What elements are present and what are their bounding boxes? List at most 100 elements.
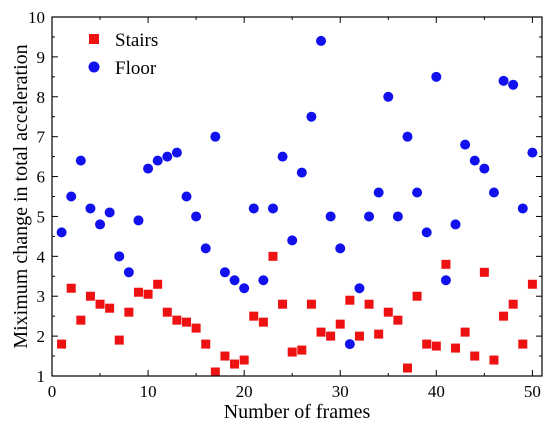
point-stairs-38 bbox=[412, 291, 422, 301]
point-stairs-35 bbox=[383, 307, 393, 317]
point-stairs-14 bbox=[182, 317, 192, 327]
ticks-layer: 0 10 20 30 40 50 1 2 3 4 5 6 7 8 9 10 bbox=[28, 8, 542, 401]
point-floor-45 bbox=[479, 163, 490, 174]
point-stairs-39 bbox=[422, 339, 432, 349]
point-stairs-19 bbox=[230, 359, 240, 369]
point-stairs-8 bbox=[124, 307, 134, 317]
y-tick-label: 9 bbox=[37, 48, 46, 67]
point-floor-30 bbox=[335, 243, 346, 254]
point-floor-18 bbox=[219, 267, 230, 278]
point-floor-6 bbox=[104, 207, 115, 218]
point-stairs-46 bbox=[489, 355, 499, 365]
x-axis-label: Number of frames bbox=[224, 401, 371, 423]
point-floor-33 bbox=[364, 211, 375, 222]
point-stairs-49 bbox=[518, 339, 528, 349]
x-tick-label: 50 bbox=[524, 382, 541, 401]
point-floor-9 bbox=[133, 215, 144, 226]
point-stairs-21 bbox=[249, 311, 259, 321]
point-floor-4 bbox=[85, 203, 96, 214]
point-floor-37 bbox=[402, 131, 413, 142]
point-floor-17 bbox=[210, 131, 221, 142]
point-stairs-40 bbox=[431, 341, 441, 351]
point-stairs-42 bbox=[451, 343, 461, 353]
point-stairs-32 bbox=[354, 331, 364, 341]
legend-label-stairs: Stairs bbox=[115, 30, 158, 51]
point-stairs-25 bbox=[287, 347, 297, 357]
point-floor-25 bbox=[287, 235, 298, 246]
point-stairs-1 bbox=[57, 339, 67, 349]
point-floor-41 bbox=[440, 275, 451, 286]
point-stairs-3 bbox=[76, 315, 86, 325]
point-stairs-33 bbox=[364, 299, 374, 309]
point-floor-13 bbox=[171, 147, 182, 158]
point-stairs-22 bbox=[258, 317, 268, 327]
point-stairs-31 bbox=[345, 295, 355, 305]
point-stairs-2 bbox=[66, 283, 76, 293]
point-floor-40 bbox=[431, 71, 442, 82]
point-stairs-18 bbox=[220, 351, 230, 361]
point-floor-32 bbox=[354, 283, 365, 294]
y-tick-label: 1 bbox=[37, 367, 46, 386]
legend: Stairs Floor bbox=[88, 30, 158, 79]
point-stairs-20 bbox=[239, 355, 249, 365]
point-floor-26 bbox=[296, 167, 307, 178]
y-tick-label: 4 bbox=[37, 247, 46, 266]
point-floor-49 bbox=[517, 203, 528, 214]
x-tick-label: 10 bbox=[140, 382, 157, 401]
point-floor-7 bbox=[114, 251, 125, 262]
legend-marker-floor bbox=[88, 61, 100, 73]
point-stairs-23 bbox=[268, 251, 278, 261]
x-tick-label: 20 bbox=[236, 382, 253, 401]
point-stairs-16 bbox=[201, 339, 211, 349]
point-stairs-27 bbox=[306, 299, 316, 309]
point-stairs-11 bbox=[153, 279, 163, 289]
point-stairs-6 bbox=[105, 303, 115, 313]
point-stairs-34 bbox=[374, 329, 384, 339]
y-tick-label: 3 bbox=[37, 287, 46, 306]
point-floor-50 bbox=[527, 147, 538, 158]
point-stairs-30 bbox=[335, 319, 345, 329]
point-floor-47 bbox=[498, 75, 509, 86]
point-floor-35 bbox=[383, 91, 394, 102]
y-tick-label: 8 bbox=[37, 88, 46, 107]
point-floor-28 bbox=[316, 35, 327, 46]
point-floor-43 bbox=[460, 139, 471, 150]
point-stairs-48 bbox=[508, 299, 518, 309]
y-tick-label: 2 bbox=[37, 327, 46, 346]
point-stairs-26 bbox=[297, 345, 307, 355]
point-floor-46 bbox=[488, 187, 499, 198]
point-stairs-15 bbox=[191, 323, 201, 333]
x-tick-label: 40 bbox=[428, 382, 445, 401]
point-stairs-7 bbox=[114, 335, 124, 345]
point-stairs-28 bbox=[316, 327, 326, 337]
point-stairs-24 bbox=[278, 299, 288, 309]
point-floor-48 bbox=[508, 79, 519, 90]
point-floor-19 bbox=[229, 275, 240, 286]
point-floor-11 bbox=[152, 155, 163, 166]
point-floor-14 bbox=[181, 191, 192, 202]
point-stairs-17 bbox=[210, 367, 220, 377]
point-floor-34 bbox=[373, 187, 384, 198]
points-layer bbox=[56, 35, 538, 377]
point-floor-5 bbox=[95, 219, 106, 230]
point-floor-29 bbox=[325, 211, 336, 222]
point-stairs-10 bbox=[143, 289, 153, 299]
point-floor-21 bbox=[248, 203, 259, 214]
y-axis-label: Miximum change in total acceleration bbox=[10, 44, 32, 348]
point-floor-39 bbox=[421, 227, 432, 238]
point-floor-15 bbox=[191, 211, 202, 222]
point-floor-2 bbox=[66, 191, 77, 202]
point-floor-42 bbox=[450, 219, 461, 230]
point-floor-31 bbox=[344, 339, 355, 350]
point-stairs-36 bbox=[393, 315, 403, 325]
y-tick-label: 10 bbox=[28, 8, 45, 27]
legend-marker-stairs bbox=[89, 34, 99, 44]
point-stairs-13 bbox=[172, 315, 182, 325]
point-stairs-44 bbox=[470, 351, 480, 361]
point-floor-27 bbox=[306, 111, 317, 122]
point-stairs-50 bbox=[527, 279, 537, 289]
y-tick-label: 6 bbox=[37, 168, 46, 187]
point-floor-38 bbox=[412, 187, 423, 198]
point-floor-10 bbox=[143, 163, 154, 174]
